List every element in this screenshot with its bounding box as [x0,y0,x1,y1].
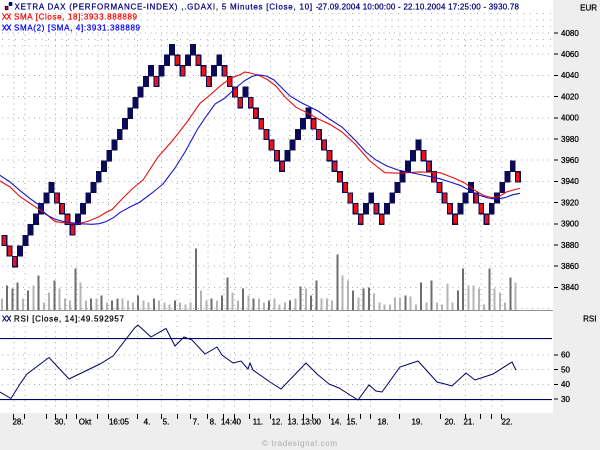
svg-text:© tradesignal.com: © tradesignal.com [262,439,337,448]
svg-text:3960: 3960 [561,156,579,165]
svg-text:14.: 14. [330,418,341,427]
svg-text:EUR: EUR [580,4,597,13]
svg-text:4040: 4040 [561,71,579,80]
svg-text:SMA [Close, 18]:3933.888889: SMA [Close, 18]:3933.888889 [14,13,138,22]
svg-text:60: 60 [561,351,570,360]
svg-text:3880: 3880 [561,241,579,250]
svg-text:4080: 4080 [561,29,579,38]
svg-text:22.: 22. [501,418,512,427]
svg-text:13.: 13. [287,418,298,427]
svg-text:XETRA DAX (PERFORMANCE-INDEX): XETRA DAX (PERFORMANCE-INDEX) ,.GDAXI, 5… [15,3,319,12]
svg-text:21.: 21. [463,418,474,427]
svg-text:15.: 15. [346,418,357,427]
svg-text:30.: 30. [54,418,65,427]
svg-text:3940: 3940 [561,177,579,186]
svg-text:3840: 3840 [561,283,579,292]
svg-text:14:40: 14:40 [221,418,242,427]
svg-text:3900: 3900 [561,220,579,229]
svg-text:30: 30 [561,395,570,404]
svg-text:28.: 28. [12,418,23,427]
svg-text:7.: 7. [193,418,200,427]
svg-text:3920: 3920 [561,198,579,207]
svg-text:5.: 5. [163,418,170,427]
svg-text:19.: 19. [411,418,422,427]
svg-text:8.: 8. [210,418,217,427]
svg-text:20.: 20. [444,418,455,427]
svg-text:4060: 4060 [561,50,579,59]
svg-text:RSI [Close, 14]:49.592957: RSI [Close, 14]:49.592957 [14,315,125,324]
svg-text:4.: 4. [144,418,151,427]
svg-text:12.: 12. [271,418,282,427]
svg-text:13:00: 13:00 [301,418,322,427]
svg-text:4000: 4000 [561,114,579,123]
svg-text:Okt: Okt [79,418,92,427]
svg-text:27.09.2004 10:00:00 - 22.10.20: 27.09.2004 10:00:00 - 22.10.2004 17:25:0… [318,3,520,12]
svg-text:SMA(2) [SMA, 4]:3931.388889: SMA(2) [SMA, 4]:3931.388889 [14,24,141,33]
svg-text:16:05: 16:05 [109,418,130,427]
svg-text:18.: 18. [377,418,388,427]
svg-text:40: 40 [561,380,570,389]
svg-text:50: 50 [561,365,570,374]
svg-text:RSI: RSI [583,315,596,324]
svg-text:3980: 3980 [561,135,579,144]
svg-text:4020: 4020 [561,92,579,101]
svg-text:3860: 3860 [561,262,579,271]
svg-text:11.: 11. [253,418,264,427]
